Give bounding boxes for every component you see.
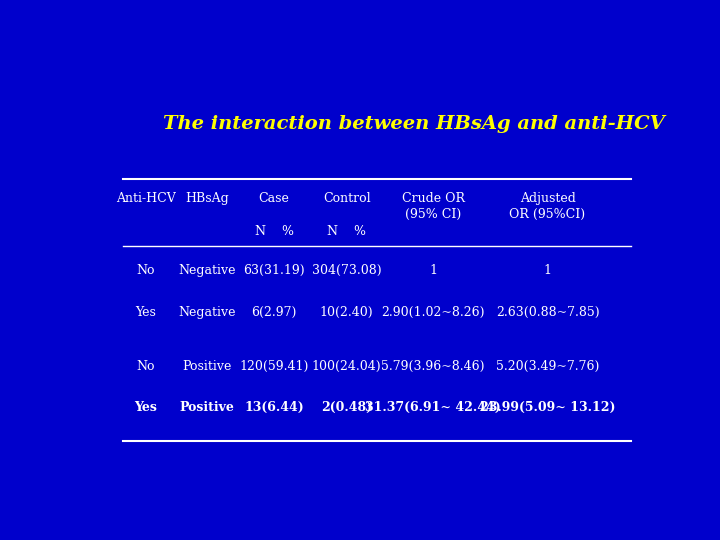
- Text: 2.63(0.88~7.85): 2.63(0.88~7.85): [496, 306, 599, 319]
- Text: 100(24.04): 100(24.04): [312, 360, 382, 373]
- Text: 1: 1: [544, 264, 552, 277]
- Text: Anti-HCV: Anti-HCV: [116, 192, 176, 205]
- Text: Crude OR: Crude OR: [402, 192, 464, 205]
- Text: Yes: Yes: [135, 401, 157, 414]
- Text: Negative: Negative: [179, 264, 236, 277]
- Text: No: No: [137, 360, 155, 373]
- Text: (95% CI): (95% CI): [405, 208, 462, 221]
- Text: N    %: N %: [255, 225, 294, 238]
- Text: Negative: Negative: [179, 306, 236, 319]
- Text: 2.90(1.02~8.26): 2.90(1.02~8.26): [382, 306, 485, 319]
- Text: 304(73.08): 304(73.08): [312, 264, 382, 277]
- Text: 13(6.44): 13(6.44): [244, 401, 304, 414]
- Text: 10(2.40): 10(2.40): [320, 306, 374, 319]
- Text: OR (95%CI): OR (95%CI): [510, 208, 585, 221]
- Text: Case: Case: [258, 192, 289, 205]
- Text: Positive: Positive: [182, 360, 232, 373]
- Text: 63(31.19): 63(31.19): [243, 264, 305, 277]
- Text: N    %: N %: [327, 225, 366, 238]
- Text: 5.20(3.49~7.76): 5.20(3.49~7.76): [496, 360, 599, 373]
- Text: Adjusted: Adjusted: [520, 192, 575, 205]
- Text: No: No: [137, 264, 155, 277]
- Text: 1: 1: [429, 264, 437, 277]
- Text: Positive: Positive: [180, 401, 235, 414]
- Text: 5.79(3.96~8.46): 5.79(3.96~8.46): [382, 360, 485, 373]
- Text: 23.99(5.09~ 13.12): 23.99(5.09~ 13.12): [480, 401, 616, 414]
- Text: 6(2.97): 6(2.97): [251, 306, 297, 319]
- Text: Control: Control: [323, 192, 371, 205]
- Text: 31.37(6.91~ 42.44): 31.37(6.91~ 42.44): [365, 401, 501, 414]
- Text: HBsAg: HBsAg: [185, 192, 229, 205]
- Text: 2(0.48): 2(0.48): [321, 401, 372, 414]
- Text: 120(59.41): 120(59.41): [240, 360, 309, 373]
- Text: Yes: Yes: [135, 306, 156, 319]
- Text: The interaction between HBsAg and anti-HCV: The interaction between HBsAg and anti-H…: [163, 114, 665, 133]
